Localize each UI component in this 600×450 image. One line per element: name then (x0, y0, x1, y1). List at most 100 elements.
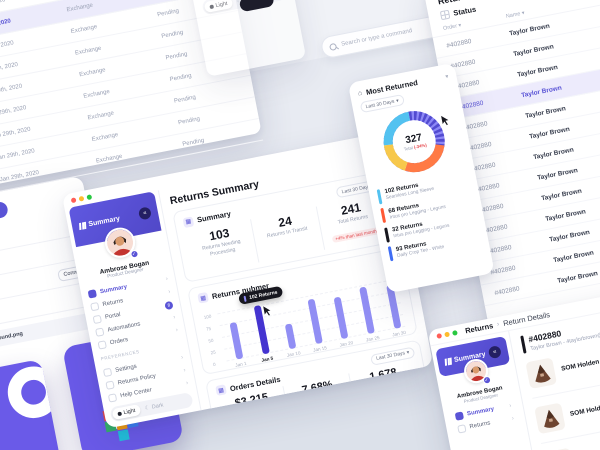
user-profile: ✓ Ambrose Bogan Product Designer (438, 353, 516, 408)
x-axis-label: Jan 25 (365, 334, 380, 342)
main-content: Returns Summary ▦ Summary Last 30 Days▾ … (159, 145, 433, 411)
logo-bars-icon (444, 357, 452, 366)
y-axis-tick: 25 (210, 349, 217, 356)
minimize-window-icon[interactable] (78, 195, 85, 202)
tooltip-bar-icon (243, 295, 247, 302)
x-axis-label: Jan 30 (391, 329, 407, 337)
y-axis-tick: 0 (212, 361, 216, 367)
theme-light-label: Light (122, 407, 136, 416)
most-returned-title: Most Returned (365, 78, 419, 97)
avatar: ✓ (101, 225, 139, 264)
theme-light-label: Light (215, 0, 228, 9)
menu-item-icon (92, 314, 102, 324)
legend-color-bar (387, 246, 394, 262)
return-details-content: #402880 Taylor Brown - 4taylorbrown@gmai… (509, 293, 600, 450)
x-axis-label: Jan 1 (234, 360, 247, 368)
y-axis-tick: 50 (207, 337, 214, 344)
mouse-cursor-icon (440, 114, 451, 127)
zoom-window-icon[interactable] (452, 329, 458, 336)
donut-chart[interactable]: 327 Total (-34%) (373, 101, 455, 183)
chevron-right-icon: › (165, 275, 169, 283)
close-window-icon[interactable] (70, 196, 77, 203)
x-axis-label: Jan 5 (260, 355, 274, 363)
verified-badge-icon: ✓ (481, 375, 492, 385)
status-grid-icon (439, 9, 451, 21)
minimize-window-icon[interactable] (444, 331, 451, 338)
status-filter-label: Status (452, 4, 477, 18)
returns-number-chart-card: ▦ Returns nubmer 0 25 50 75 100 102 Returns J… (186, 246, 418, 375)
file-name: WholeBackground.png (0, 330, 24, 349)
donut-center-label: 327 Total (-34%) (403, 132, 428, 152)
bar-chart[interactable]: 0 25 50 75 100 102 Returns (203, 275, 406, 367)
trend-badge: +4% than last month (331, 226, 381, 243)
search-icon (328, 42, 338, 51)
chevron-right-icon: › (175, 326, 179, 334)
orders-card-icon: ▦ (215, 384, 227, 396)
product-row[interactable]: SOM Holden HoodieSizeLargeQuantity12 (523, 319, 600, 399)
stat-returns-in-transit: 24 Returns In Transit (250, 206, 325, 263)
returns-summary-window: Summary « ✓ Ambrose Bogan Product Design… (61, 131, 434, 429)
app-sidebar: Summary « ✓ Ambrose Bogan Product Design… (64, 190, 202, 429)
light-dot-icon (209, 3, 214, 9)
theme-light-option[interactable]: Light (111, 403, 142, 421)
x-axis-label: Jan 15 (312, 344, 328, 353)
chevron-right-icon: › (496, 320, 500, 329)
user-profile: ✓ Ambrose Bogan Product Designer (70, 219, 173, 285)
menu-item-icon (457, 423, 467, 434)
verified-badge-icon: ✓ (129, 249, 139, 259)
theme-light-option[interactable]: Light (203, 0, 234, 14)
close-window-icon[interactable] (436, 333, 443, 339)
legend-color-bar (376, 188, 382, 204)
stat-returns-needing-processing: 103 Returns Needing Processing (201, 225, 242, 258)
menu-item-icon (454, 410, 464, 421)
theme-dark-option[interactable]: ☾ Dark (140, 401, 169, 412)
brand-name: Summary (87, 214, 121, 228)
moon-icon: ☾ (144, 404, 151, 412)
logo-bars-icon (78, 221, 86, 230)
x-axis-label: Jan 20 (339, 339, 354, 348)
chevron-right-icon: › (508, 402, 512, 409)
zoom-window-icon[interactable] (86, 193, 93, 200)
mini-sidebar: Summary « ✓ Ambrose Bogan Product Design… (430, 331, 540, 450)
hanger-icon: ⌂ (357, 89, 363, 98)
menu-item-icon (105, 380, 115, 390)
return-details-window: Returns › Return Details Summary « (427, 277, 600, 450)
chevron-right-icon: › (511, 415, 515, 422)
y-axis-tick: 100 (203, 313, 212, 321)
mouse-cursor-icon (262, 305, 273, 317)
collapse-sidebar-icon[interactable]: « (137, 206, 152, 221)
chevron-down-icon: ▾ (406, 349, 410, 356)
legend-color-bar (380, 207, 386, 224)
chevron-right-icon: › (183, 367, 187, 374)
menu-item-icon (97, 339, 107, 350)
chevron-right-icon: › (172, 314, 176, 321)
accent-bar (520, 335, 527, 354)
chevron-right-icon: › (185, 379, 189, 387)
avatar: ✓ (461, 357, 492, 389)
chevron-down-icon: ▾ (395, 97, 400, 104)
menu-item-icon (90, 301, 100, 311)
summary-card-icon: ▦ (182, 215, 195, 228)
legend-color-bar (384, 227, 390, 243)
chart-bar-jan-1[interactable] (229, 321, 244, 360)
breadcrumb-returns-link[interactable]: Returns (464, 321, 494, 336)
light-dot-icon (117, 411, 122, 416)
x-axis-label: Jan 10 (286, 349, 301, 358)
chart-bar-jan-20[interactable] (333, 296, 349, 339)
chart-card-icon: ▦ (197, 291, 209, 304)
menu-item-icon (87, 288, 97, 299)
y-axis-tick: 75 (205, 325, 212, 332)
chevron-right-icon: › (167, 288, 171, 295)
most-returned-card: ⌂ Most Returned ▾ Last 30 Days ▾ 327 Tota… (347, 62, 495, 294)
theme-dark-label: Dark (151, 401, 164, 411)
portal-count-badge: 8 (164, 300, 174, 310)
product-row[interactable]: SOM Holden HoodieSizeLargeQuantity12 (532, 364, 600, 444)
hoodie-product-image (534, 402, 566, 435)
menu-item-icon (107, 392, 118, 403)
menu-item-icon (94, 326, 105, 337)
menu-item-icon (102, 367, 113, 377)
chart-bar-jan-10[interactable] (284, 323, 296, 349)
chevron-down-icon[interactable]: ▾ (444, 74, 450, 81)
